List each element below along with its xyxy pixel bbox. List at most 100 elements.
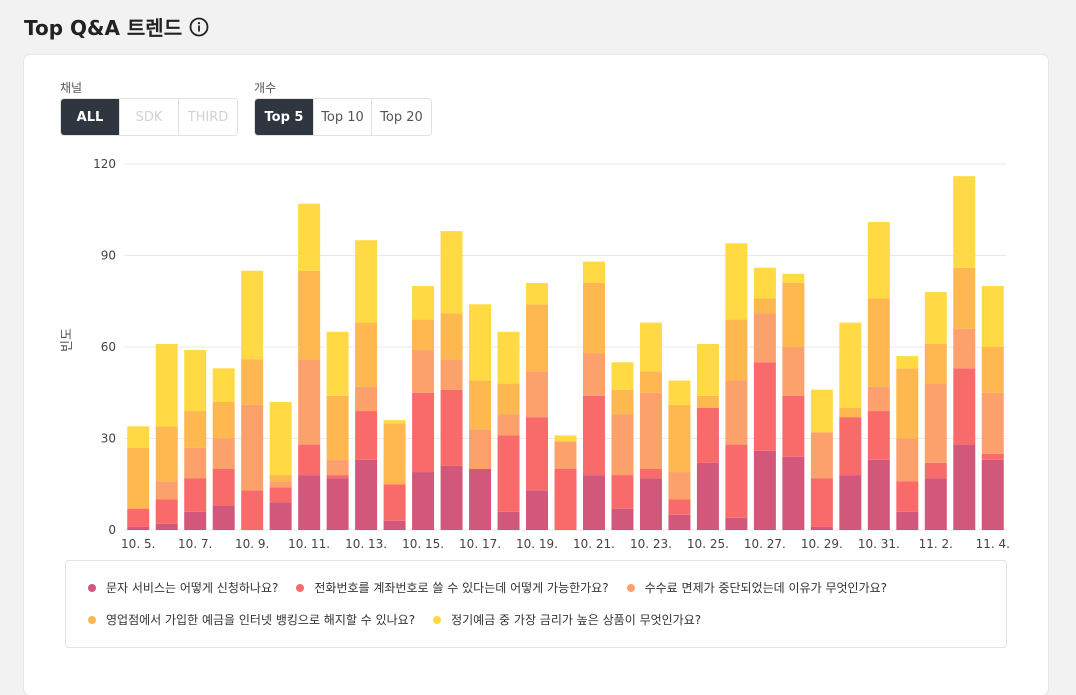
- bar-segment[interactable]: [155, 481, 178, 500]
- bar-segment[interactable]: [383, 423, 406, 485]
- bar-segment[interactable]: [269, 502, 292, 530]
- bar-segment[interactable]: [639, 392, 662, 469]
- bar-segment[interactable]: [839, 408, 862, 418]
- bar-segment[interactable]: [497, 383, 520, 415]
- bar-segment[interactable]: [924, 383, 947, 463]
- bar-segment[interactable]: [782, 456, 805, 530]
- legend-item-2[interactable]: 전화번호를 계좌번호로 쓸 수 있다는데 어떻게 가능한가요?: [296, 579, 609, 596]
- bar-segment[interactable]: [582, 282, 605, 354]
- channel-all-button[interactable]: ALL: [61, 99, 120, 135]
- bar-segment[interactable]: [241, 404, 264, 491]
- bar-segment[interactable]: [497, 511, 520, 530]
- bar-segment[interactable]: [668, 514, 691, 530]
- bar-segment[interactable]: [839, 417, 862, 476]
- bar-segment[interactable]: [981, 392, 1004, 454]
- bar-segment[interactable]: [753, 298, 776, 314]
- bar-segment[interactable]: [839, 322, 862, 408]
- bar-segment[interactable]: [155, 499, 178, 524]
- bar-segment[interactable]: [355, 322, 378, 387]
- bar-segment[interactable]: [326, 395, 349, 460]
- legend-item-4[interactable]: 영업점에서 가입한 예금을 인터넷 뱅킹으로 해지할 수 있나요?: [88, 611, 415, 628]
- channel-third-button[interactable]: THIRD: [179, 99, 237, 135]
- bar-segment[interactable]: [582, 395, 605, 476]
- bar-segment[interactable]: [924, 462, 947, 479]
- channel-sdk-button[interactable]: SDK: [120, 99, 179, 135]
- bar-segment[interactable]: [440, 465, 463, 530]
- bar-segment[interactable]: [269, 475, 292, 482]
- bar-segment[interactable]: [355, 459, 378, 530]
- bar-segment[interactable]: [412, 392, 435, 473]
- bar-segment[interactable]: [526, 282, 549, 305]
- bar-segment[interactable]: [212, 368, 235, 402]
- bar-segment[interactable]: [127, 426, 150, 448]
- bar-segment[interactable]: [497, 435, 520, 512]
- bar-segment[interactable]: [298, 444, 321, 476]
- bar-segment[interactable]: [639, 322, 662, 372]
- count-top20-button[interactable]: Top 20: [372, 99, 431, 135]
- bar-segment[interactable]: [924, 343, 947, 384]
- bar-segment[interactable]: [696, 462, 719, 530]
- bar-segment[interactable]: [611, 475, 634, 509]
- bar-segment[interactable]: [668, 404, 691, 473]
- bar-segment[interactable]: [412, 286, 435, 320]
- bar-segment[interactable]: [184, 411, 207, 448]
- bar-segment[interactable]: [383, 420, 406, 424]
- bar-segment[interactable]: [526, 417, 549, 491]
- bar-segment[interactable]: [782, 282, 805, 347]
- legend-item-1[interactable]: 문자 서비스는 어떻게 신청하나요?: [88, 579, 278, 596]
- bar-segment[interactable]: [440, 389, 463, 466]
- bar-segment[interactable]: [440, 313, 463, 360]
- bar-segment[interactable]: [127, 526, 150, 530]
- bar-segment[interactable]: [269, 481, 292, 488]
- bar-segment[interactable]: [582, 353, 605, 396]
- bar-segment[interactable]: [810, 526, 833, 530]
- bar-segment[interactable]: [981, 347, 1004, 393]
- bar-segment[interactable]: [981, 286, 1004, 347]
- bar-segment[interactable]: [241, 270, 264, 360]
- bar-segment[interactable]: [896, 481, 919, 512]
- bar-segment[interactable]: [611, 362, 634, 390]
- bar-segment[interactable]: [753, 450, 776, 530]
- bar-segment[interactable]: [383, 520, 406, 530]
- bar-segment[interactable]: [326, 475, 349, 479]
- bar-segment[interactable]: [668, 380, 691, 405]
- bar-segment[interactable]: [526, 490, 549, 530]
- bar-segment[interactable]: [953, 444, 976, 530]
- bar-segment[interactable]: [184, 350, 207, 412]
- bar-segment[interactable]: [611, 414, 634, 476]
- bar-segment[interactable]: [241, 490, 264, 530]
- bar-segment[interactable]: [355, 411, 378, 460]
- bar-segment[interactable]: [269, 487, 292, 503]
- bar-segment[interactable]: [298, 475, 321, 530]
- bar-segment[interactable]: [355, 386, 378, 412]
- bar-segment[interactable]: [810, 478, 833, 527]
- bar-segment[interactable]: [953, 328, 976, 369]
- bar-segment[interactable]: [810, 389, 833, 433]
- bar-segment[interactable]: [782, 273, 805, 283]
- count-top5-button[interactable]: Top 5: [255, 99, 314, 135]
- bar-segment[interactable]: [440, 359, 463, 390]
- bar-segment[interactable]: [497, 414, 520, 436]
- bar-segment[interactable]: [753, 362, 776, 451]
- bar-segment[interactable]: [554, 435, 577, 442]
- bar-segment[interactable]: [554, 441, 577, 469]
- bar-segment[interactable]: [953, 267, 976, 329]
- bar-segment[interactable]: [924, 478, 947, 530]
- bar-segment[interactable]: [469, 380, 492, 430]
- bar-segment[interactable]: [582, 261, 605, 283]
- bar-segment[interactable]: [867, 298, 890, 387]
- bar-segment[interactable]: [582, 475, 605, 530]
- bar-segment[interactable]: [782, 395, 805, 457]
- count-top10-button[interactable]: Top 10: [314, 99, 372, 135]
- legend-item-3[interactable]: 수수료 면제가 중단되었는데 이유가 무엇인가요?: [626, 579, 887, 596]
- bar-segment[interactable]: [611, 508, 634, 530]
- bar-segment[interactable]: [867, 459, 890, 530]
- bar-segment[interactable]: [127, 508, 150, 527]
- bar-segment[interactable]: [212, 438, 235, 470]
- bar-segment[interactable]: [469, 429, 492, 469]
- bar-segment[interactable]: [326, 459, 349, 476]
- bar-segment[interactable]: [383, 484, 406, 521]
- bar-segment[interactable]: [696, 343, 719, 396]
- bar-segment[interactable]: [953, 176, 976, 268]
- bar-segment[interactable]: [355, 240, 378, 323]
